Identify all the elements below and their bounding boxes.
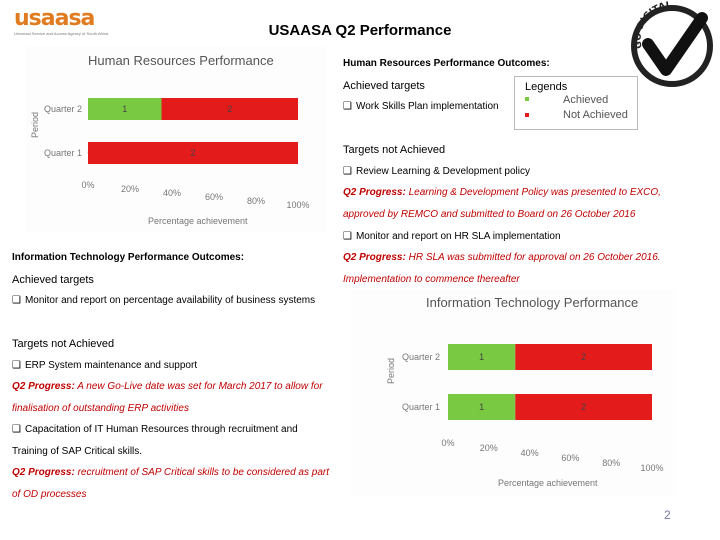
progress-text: HR SLA was submitted for approval on 26 …: [408, 252, 661, 263]
legend-title: Legends: [525, 81, 568, 93]
it-not-achieved-item-2: Capacitation of IT Human Resources throu…: [12, 424, 298, 435]
bar-not-achieved: [161, 98, 298, 120]
hr-performance-chart: Human Resources Performance Period Perce…: [26, 46, 326, 232]
bar-achieved: [448, 344, 516, 370]
go-digital-badge: GO DIGITAL: [631, 1, 713, 87]
progress-text: recruitment of SAP Critical skills to be…: [77, 467, 329, 478]
tick-label: 0%: [81, 180, 94, 190]
legend-achieved-swatch: [525, 97, 529, 101]
tick-label: 100%: [286, 200, 309, 210]
hr-achieved-item: Work Skills Plan implementation: [343, 101, 499, 112]
page-title: USAASA Q2 Performance: [268, 22, 452, 39]
it-achieved-heading: Achieved targets: [12, 274, 94, 286]
usaasa-logo: usaasa Universal Service and Access Agen…: [14, 6, 109, 50]
hr-not-achieved-item-1: Review Learning & Development policy: [343, 166, 530, 177]
it-item2-progress-line2: of OD processes: [12, 489, 87, 500]
tick-label: 20%: [480, 443, 498, 453]
data-label: 1: [122, 104, 127, 114]
y-axis-label: Period: [386, 358, 396, 384]
data-label: 1: [479, 402, 484, 412]
tick-label: 20%: [121, 184, 139, 194]
tick-label: 80%: [247, 196, 265, 206]
progress-label: Q2 Progress:: [12, 467, 75, 478]
hr-not-achieved-item-2: Monitor and report on HR SLA implementat…: [343, 231, 561, 242]
hr-achieved-heading: Achieved targets: [343, 80, 425, 92]
category-label: Quarter 1: [44, 148, 82, 158]
chart-title: Human Resources Performance: [88, 53, 274, 68]
tick-label: 60%: [205, 192, 223, 202]
chart-background: [350, 290, 676, 496]
hr-item2-progress-line2: Implementation to commence thereafter: [343, 274, 520, 285]
hr-item2-progress-line1: Q2 Progress: HR SLA was submitted for ap…: [343, 252, 661, 263]
page-number: 2: [664, 508, 671, 522]
tick-label: 40%: [163, 188, 181, 198]
category-label: Quarter 2: [402, 352, 440, 362]
tick-label: 100%: [640, 463, 663, 473]
tick-label: 80%: [602, 458, 620, 468]
bar-achieved: [88, 98, 162, 120]
data-label: 2: [190, 148, 195, 158]
tick-label: 0%: [441, 438, 454, 448]
hr-heading: Human Resources Performance Outcomes:: [343, 58, 550, 69]
tick-label: 40%: [521, 448, 539, 458]
it-not-achieved-item-1: ERP System maintenance and support: [12, 360, 197, 371]
x-axis-label: Percentage achievement: [498, 478, 598, 488]
progress-label: Q2 Progress:: [343, 252, 406, 263]
hr-item1-progress-line2: approved by REMCO and submitted to Board…: [343, 209, 636, 220]
it-item1-progress-line2: finalisation of outstanding ERP activiti…: [12, 403, 189, 414]
chart-background: [26, 46, 326, 232]
bar-achieved: [448, 394, 516, 420]
it-performance-chart: Information Technology Performance Perio…: [350, 290, 676, 496]
data-label: 2: [227, 104, 232, 114]
legend-achieved-label: Achieved: [563, 94, 609, 106]
logo-text: usaasa: [14, 6, 95, 31]
it-item2-progress-line1: Q2 Progress: recruitment of SAP Critical…: [12, 467, 329, 478]
x-axis-label: Percentage achievement: [148, 216, 248, 226]
bar-not-achieved: [515, 344, 652, 370]
hr-item1-progress-line1: Q2 Progress: Learning & Development Poli…: [343, 187, 661, 198]
it-not-achieved-heading: Targets not Achieved: [12, 338, 115, 350]
progress-label: Q2 Progress:: [12, 381, 75, 392]
tick-label: 60%: [561, 453, 579, 463]
progress-text: Learning & Development Policy was presen…: [408, 187, 661, 198]
legend: Legends Achieved Not Achieved: [514, 76, 638, 130]
progress-label: Q2 Progress:: [343, 187, 406, 198]
it-heading: Information Technology Performance Outco…: [12, 252, 245, 263]
category-label: Quarter 1: [402, 402, 440, 412]
data-label: 2: [581, 402, 586, 412]
it-item1-progress-line1: Q2 Progress: A new Go-Live date was set …: [12, 381, 323, 392]
bar-not-achieved: [515, 394, 652, 420]
bar-not-achieved: [88, 142, 298, 164]
legend-not-achieved-label: Not Achieved: [563, 109, 628, 121]
data-label: 2: [581, 352, 586, 362]
hr-not-achieved-heading: Targets not Achieved: [343, 144, 446, 156]
it-item2-line2: Training of SAP Critical skills.: [12, 446, 143, 457]
chart-title: Information Technology Performance: [426, 295, 638, 310]
logo-subtext: Universal Service and Access Agency of S…: [14, 31, 109, 36]
y-axis-label: Period: [30, 112, 40, 138]
checkmark-icon: [642, 12, 708, 76]
legend-not-achieved-swatch: [525, 113, 529, 117]
progress-text: A new Go-Live date was set for March 201…: [77, 381, 323, 392]
category-label: Quarter 2: [44, 104, 82, 114]
data-label: 1: [479, 352, 484, 362]
it-achieved-item: Monitor and report on percentage availab…: [12, 295, 315, 306]
